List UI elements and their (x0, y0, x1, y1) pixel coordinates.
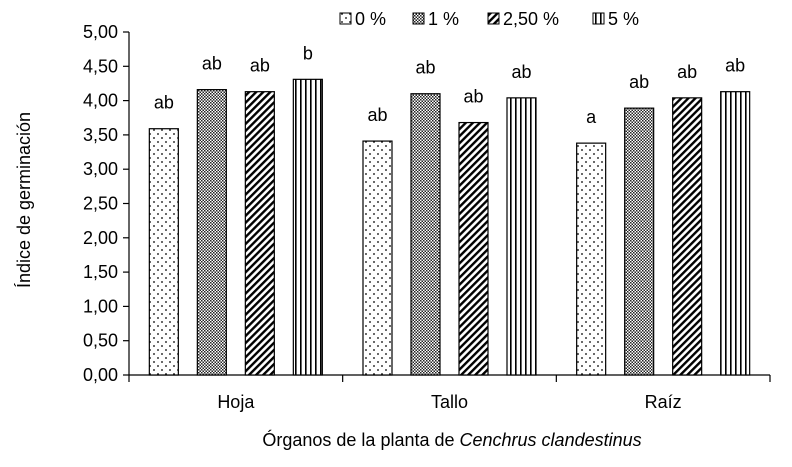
bar (624, 107, 655, 376)
bar (196, 89, 227, 376)
x-axis-title-prefix: Órganos de la planta de (262, 429, 459, 450)
y-tick-label: 3,50 (83, 125, 118, 145)
y-tick-label: 1,50 (83, 262, 118, 282)
y-tick-label: 1,00 (83, 296, 118, 316)
y-axis-title: Índice de germinación (14, 112, 34, 288)
data-label: ab (415, 58, 435, 78)
y-tick-label: 4,00 (83, 91, 118, 111)
x-axis-title-species: Cenchrus clandestinus (460, 430, 642, 450)
legend: 0 % 1 % 2,50 % 5 % (339, 9, 639, 29)
data-labels: ab ab ab b ab ab ab ab a ab ab ab (154, 43, 745, 127)
x-category-label: Hoja (217, 392, 255, 412)
data-label: ab (202, 54, 222, 74)
legend-label: 0 % (355, 9, 386, 29)
data-label: ab (725, 56, 745, 76)
bar (410, 93, 441, 376)
legend-label: 5 % (608, 9, 639, 29)
y-tick-label: 0,50 (83, 331, 118, 351)
legend-swatch (592, 12, 605, 25)
y-tick-label: 0,00 (83, 365, 118, 385)
x-category-label: Raíz (645, 392, 682, 412)
data-label: ab (250, 56, 270, 76)
x-axis: Hoja Tallo Raíz (128, 374, 771, 412)
bar (148, 128, 179, 376)
legend-swatch (339, 12, 352, 25)
bar (292, 78, 323, 376)
y-tick-label: 3,00 (83, 159, 118, 179)
bar (576, 142, 607, 376)
data-label: ab (677, 62, 697, 82)
legend-label: 2,50 % (503, 9, 559, 29)
y-tick-label: 4,50 (83, 56, 118, 76)
bars (148, 78, 751, 376)
legend-label: 1 % (428, 9, 459, 29)
y-tick-label: 2,00 (83, 228, 118, 248)
y-tick-label: 5,00 (83, 22, 118, 42)
y-tick-label: 2,50 (83, 194, 118, 214)
bar (672, 97, 703, 376)
data-label: a (586, 107, 597, 127)
legend-swatch (487, 12, 500, 25)
x-category-label: Tallo (431, 392, 468, 412)
bar (506, 97, 537, 376)
data-label: ab (463, 87, 483, 107)
data-label: b (303, 43, 313, 63)
data-label: ab (154, 93, 174, 113)
legend-swatch (412, 12, 425, 25)
bar (458, 121, 489, 376)
data-label: ab (511, 62, 531, 82)
data-label: ab (629, 72, 649, 92)
data-label: ab (367, 105, 387, 125)
bar (244, 91, 275, 376)
bar (720, 91, 751, 376)
x-axis-title: Órganos de la planta de Cenchrus clandes… (262, 429, 641, 450)
bar (362, 140, 393, 376)
y-axis: 0,00 0,50 1,00 1,50 2,00 2,50 3,00 3,50 4,00 4,50… (83, 22, 130, 385)
